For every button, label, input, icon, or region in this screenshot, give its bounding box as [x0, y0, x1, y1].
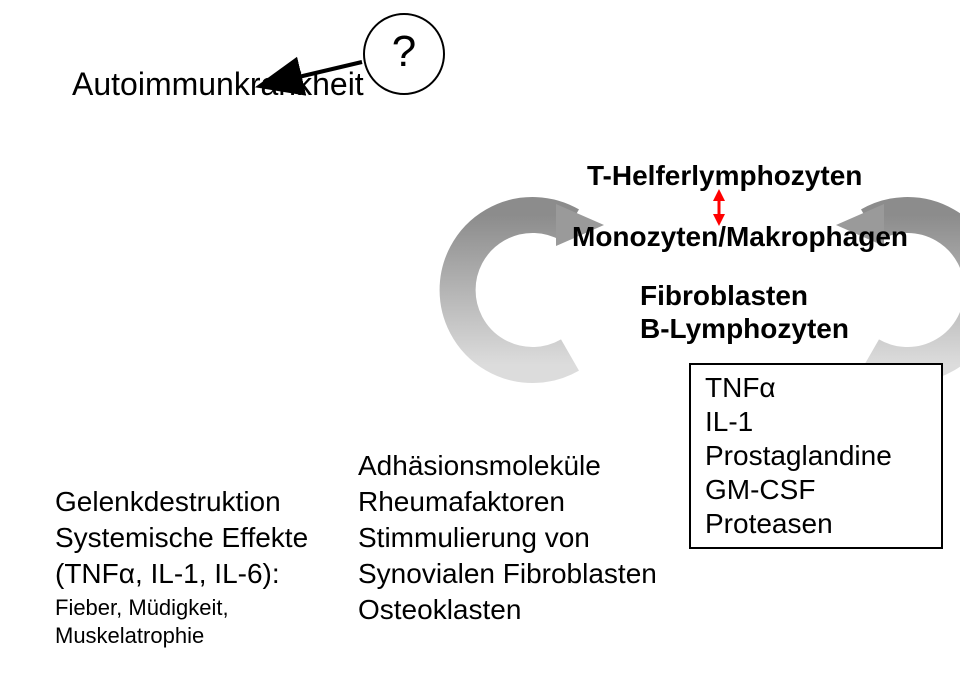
products-line1: TNFα: [705, 371, 927, 405]
left-line1: Gelenkdestruktion: [55, 484, 308, 520]
products-line4: GM-CSF: [705, 473, 927, 507]
left-line3: (TNFα, IL-1, IL-6):: [55, 556, 308, 592]
middle-line4: Synovialen Fibroblasten: [358, 556, 657, 592]
left-block: Gelenkdestruktion Systemische Effekte (T…: [55, 484, 308, 650]
question-circle: ?: [363, 13, 445, 95]
products-box: TNFα IL-1 Prostaglandine GM-CSF Protease…: [689, 363, 943, 549]
products-line2: IL-1: [705, 405, 927, 439]
title-text: Autoimmunkrankheit: [72, 66, 364, 102]
label-fibroblasten: Fibroblasten: [640, 280, 808, 312]
middle-line2: Rheumafaktoren: [358, 484, 657, 520]
label-thelfer: T-Helferlymphozyten: [587, 160, 862, 192]
label-monozyten-text: Monozyten/Makrophagen: [572, 221, 908, 252]
products-line5: Proteasen: [705, 507, 927, 541]
label-monozyten: Monozyten/Makrophagen: [572, 221, 908, 253]
label-thelfer-text: T-Helferlymphozyten: [587, 160, 862, 191]
middle-block: Adhäsionsmoleküle Rheumafaktoren Stimmul…: [358, 448, 657, 628]
left-line4: Fieber, Müdigkeit,: [55, 594, 308, 622]
label-blymphozyten: B-Lymphozyten: [640, 313, 849, 345]
left-line5: Muskelatrophie: [55, 622, 308, 650]
middle-line5: Osteoklasten: [358, 592, 657, 628]
left-line2: Systemische Effekte: [55, 520, 308, 556]
products-line3: Prostaglandine: [705, 439, 927, 473]
middle-line3: Stimmulierung von: [358, 520, 657, 556]
label-fibroblasten-text: Fibroblasten: [640, 280, 808, 311]
label-blymphozyten-text: B-Lymphozyten: [640, 313, 849, 344]
question-mark: ?: [392, 27, 416, 76]
middle-line1: Adhäsionsmoleküle: [358, 448, 657, 484]
title-autoimmun: Autoimmunkrankheit: [72, 66, 364, 103]
